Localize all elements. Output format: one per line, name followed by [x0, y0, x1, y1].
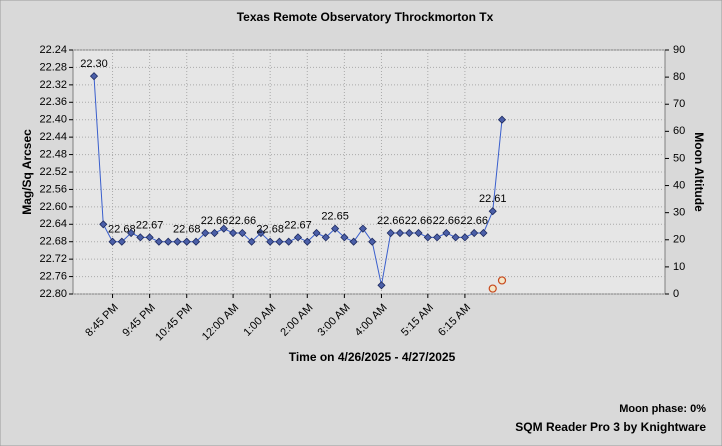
point — [497, 115, 507, 124]
point — [284, 237, 293, 246]
point — [182, 237, 191, 246]
point — [266, 237, 275, 246]
y-tick-label: 22.72 — [39, 253, 67, 265]
y-tick-label: 22.48 — [39, 148, 67, 160]
point — [145, 233, 154, 242]
y-tick-label: 22.40 — [39, 114, 67, 126]
point — [479, 228, 488, 238]
point — [433, 233, 442, 242]
credits: SQM Reader Pro 3 by Knightware — [515, 420, 706, 434]
point — [219, 224, 228, 233]
point — [303, 237, 312, 246]
y2-tick-label: 70 — [673, 98, 685, 110]
y2-tick-label: 0 — [673, 288, 679, 300]
data-label: 22.61 — [479, 193, 507, 205]
point — [386, 228, 395, 238]
y2-tick-label: 20 — [673, 234, 685, 246]
data-label: 22.66 — [377, 215, 405, 227]
point — [275, 237, 284, 246]
chart-title: Texas Remote Observatory Throckmorton Tx — [237, 10, 494, 24]
point — [470, 228, 479, 238]
point — [117, 237, 126, 246]
point — [321, 233, 330, 242]
point — [405, 228, 414, 238]
data-label: 22.66 — [201, 215, 229, 227]
data-label: 22.66 — [405, 215, 433, 227]
point — [164, 237, 173, 246]
data-label: 22.67 — [136, 219, 164, 231]
y-tick-label: 22.32 — [39, 79, 67, 91]
point — [191, 237, 201, 246]
y-tick-label: 22.60 — [39, 201, 67, 213]
point — [238, 228, 247, 238]
point — [451, 233, 460, 242]
y-tick-label: 22.68 — [39, 236, 67, 248]
point — [488, 207, 497, 216]
y-tick-label: 22.64 — [39, 218, 67, 230]
y2-tick-label: 60 — [673, 125, 685, 137]
data-label: 22.66 — [433, 215, 461, 227]
point — [340, 233, 349, 242]
y2-axis-label: Moon Altitude — [692, 132, 706, 212]
point — [368, 237, 377, 246]
y-tick-label: 22.52 — [39, 166, 67, 178]
point — [127, 228, 136, 238]
plot-area — [72, 49, 666, 295]
point — [442, 228, 451, 238]
point — [154, 237, 163, 246]
y-axis-label: Mag/Sq Arcsec — [20, 129, 34, 215]
y-tick-label: 22.44 — [39, 131, 67, 143]
y-tick-label: 22.24 — [39, 44, 67, 56]
point — [99, 220, 108, 229]
y2-tick-label: 10 — [673, 261, 685, 273]
point — [423, 233, 432, 242]
point — [312, 228, 321, 238]
y2-tick-label: 50 — [673, 152, 685, 164]
y2-tick-label: 90 — [673, 44, 685, 56]
point — [349, 237, 358, 246]
y-tick-label: 22.80 — [39, 288, 67, 300]
point — [460, 233, 469, 242]
data-label: 22.66 — [229, 215, 257, 227]
point — [293, 233, 303, 242]
point — [89, 72, 99, 81]
data-label: 22.68 — [256, 224, 284, 236]
point — [247, 237, 256, 246]
point — [377, 281, 386, 290]
data-label: 22.30 — [80, 58, 108, 70]
data-label: 22.68 — [173, 224, 201, 236]
point — [136, 233, 145, 242]
point — [256, 228, 265, 238]
point — [358, 224, 367, 233]
y-tick-label: 22.36 — [39, 96, 67, 108]
moon-point — [497, 276, 507, 285]
point — [108, 237, 117, 246]
y2-tick-label: 80 — [673, 71, 685, 83]
point — [331, 224, 340, 233]
point — [173, 237, 182, 246]
point — [414, 228, 423, 238]
point — [210, 228, 219, 238]
point — [229, 228, 238, 238]
y2-tick-label: 40 — [673, 179, 685, 191]
moon-phase: Moon phase: 0% — [619, 403, 706, 415]
data-label: 22.66 — [460, 215, 488, 227]
y-tick-label: 22.28 — [39, 61, 67, 73]
y-tick-label: 22.56 — [39, 183, 67, 195]
data-label: 22.67 — [284, 219, 312, 231]
point — [201, 228, 210, 238]
data-label: 22.65 — [321, 211, 349, 223]
y-tick-label: 22.76 — [39, 270, 67, 282]
moon-point — [488, 284, 497, 293]
x-axis-label: Time on 4/26/2025 - 4/27/2025 — [289, 350, 456, 364]
y2-tick-label: 30 — [673, 207, 685, 219]
point — [395, 228, 405, 238]
